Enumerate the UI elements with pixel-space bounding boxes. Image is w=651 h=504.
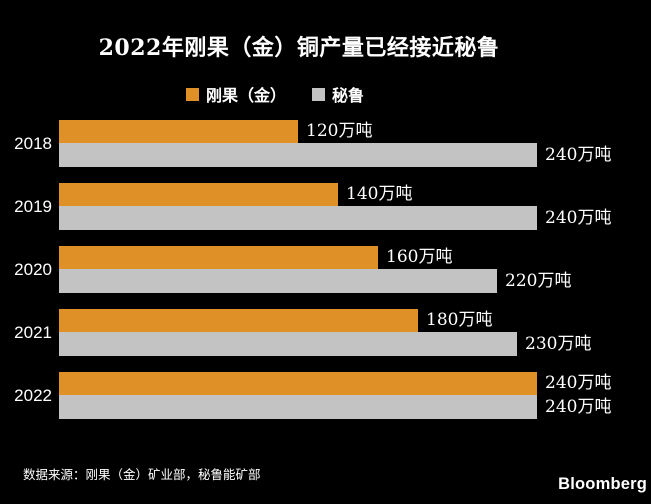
bar-congo-2018 <box>59 120 298 143</box>
bar-peru-2019 <box>59 206 537 230</box>
bar-congo-2022 <box>59 372 537 395</box>
bar-congo-2020 <box>59 246 378 269</box>
bar-congo-2021 <box>59 309 418 332</box>
value-label-congo-2020: 160万吨 <box>386 247 453 267</box>
data-source-note: 数据来源：刚果（金）矿业部，秘鲁能矿部 <box>23 468 261 482</box>
legend-swatch-congo-icon <box>185 87 199 101</box>
bar-peru-2021 <box>59 332 517 356</box>
bloomberg-logo: Bloomberg <box>558 475 647 493</box>
value-label-congo-2022: 240万吨 <box>545 373 612 393</box>
legend-label-congo: 刚果（金） <box>205 86 286 105</box>
year-label-2022: 2022 <box>14 386 52 405</box>
value-label-peru-2019: 240万吨 <box>545 208 612 228</box>
legend: 刚果（金） 秘鲁 <box>0 82 550 106</box>
value-label-peru-2022: 240万吨 <box>545 397 612 417</box>
value-label-peru-2020: 220万吨 <box>505 271 572 291</box>
value-label-peru-2018: 240万吨 <box>545 145 612 165</box>
legend-label-peru: 秘鲁 <box>332 86 365 105</box>
year-label-2020: 2020 <box>14 260 52 279</box>
bar-peru-2020 <box>59 269 497 293</box>
year-label-2018: 2018 <box>14 134 52 153</box>
year-label-2021: 2021 <box>14 323 52 342</box>
bar-peru-2018 <box>59 143 537 167</box>
legend-swatch-peru-icon <box>312 87 325 101</box>
bar-congo-2019 <box>59 183 338 206</box>
bar-peru-2022 <box>59 395 537 419</box>
legend-item-peru: 秘鲁 <box>312 82 364 106</box>
value-label-congo-2019: 140万吨 <box>346 184 413 204</box>
year-label-2019: 2019 <box>14 197 52 216</box>
value-label-peru-2021: 230万吨 <box>525 334 592 354</box>
chart-title: 2022年刚果（金）铜产量已经接近秘鲁 <box>98 35 500 61</box>
value-label-congo-2018: 120万吨 <box>306 121 373 141</box>
legend-item-congo: 刚果（金） <box>185 82 286 106</box>
value-label-congo-2021: 180万吨 <box>426 310 493 330</box>
